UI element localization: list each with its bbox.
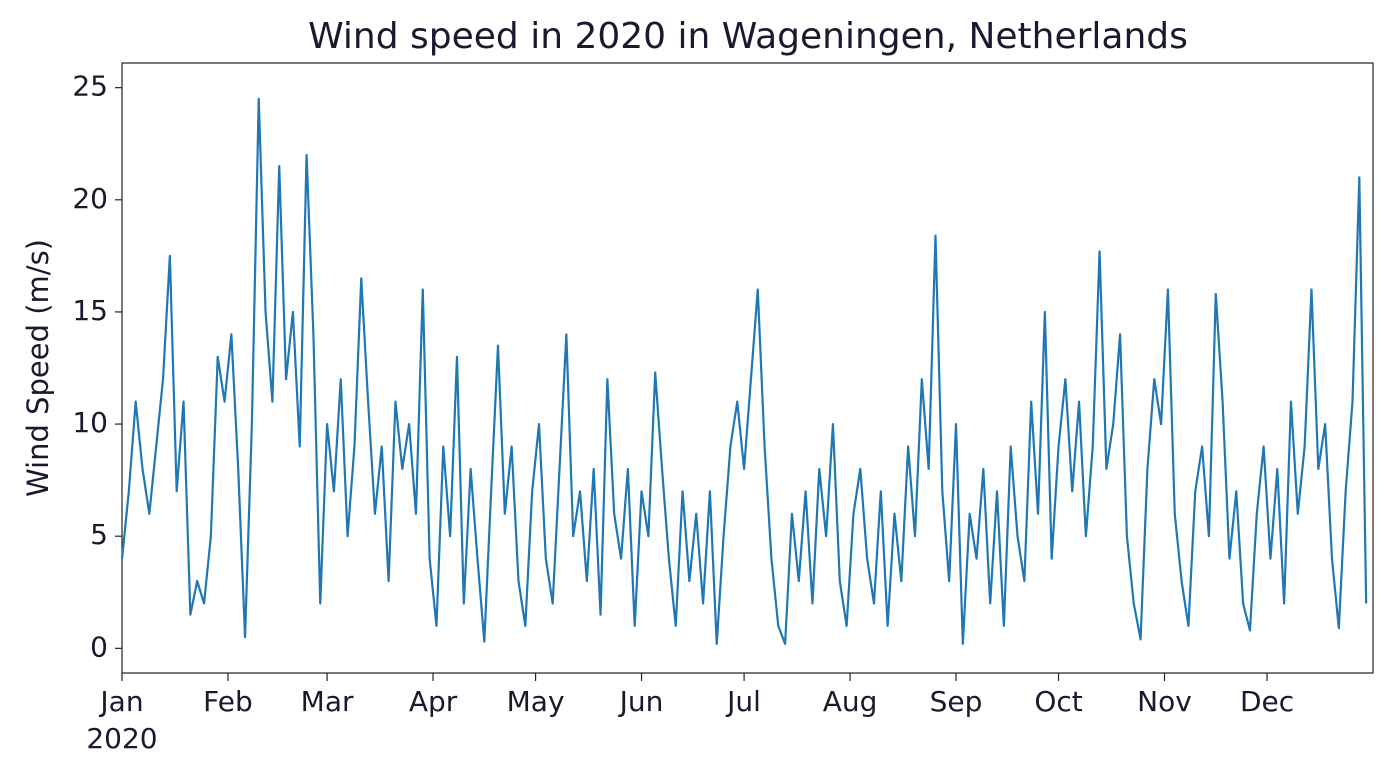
x-tick-label: Apr	[409, 685, 458, 718]
y-tick-label: 20	[72, 182, 108, 215]
y-tick-label: 15	[72, 294, 108, 327]
y-tick-label: 0	[90, 630, 108, 663]
x-tick-label: Jul	[725, 685, 761, 718]
x-tick-label: Jun	[618, 685, 664, 718]
y-tick-label: 10	[72, 406, 108, 439]
x-tick-label: Aug	[823, 685, 878, 718]
y-tick-label: 25	[72, 70, 108, 103]
chart-title: Wind speed in 2020 in Wageningen, Nether…	[308, 16, 1188, 57]
x-tick-label: Mar	[301, 685, 354, 718]
x-tick-label: Dec	[1240, 685, 1294, 718]
x-tick-label: Sep	[930, 685, 983, 718]
x-tick-label: Jan	[98, 685, 143, 718]
line-series	[120, 97, 1368, 645]
x-tick-label: May	[507, 685, 565, 718]
y-axis-label: Wind Speed (m/s)	[21, 239, 55, 497]
x-tick-label: Oct	[1034, 685, 1082, 718]
plot-frame	[121, 62, 1374, 674]
x-offset-label: 2020	[86, 722, 157, 755]
x-tick-label: Feb	[203, 685, 253, 718]
x-tick-label: Nov	[1137, 685, 1192, 718]
y-tick-label: 5	[90, 518, 108, 551]
